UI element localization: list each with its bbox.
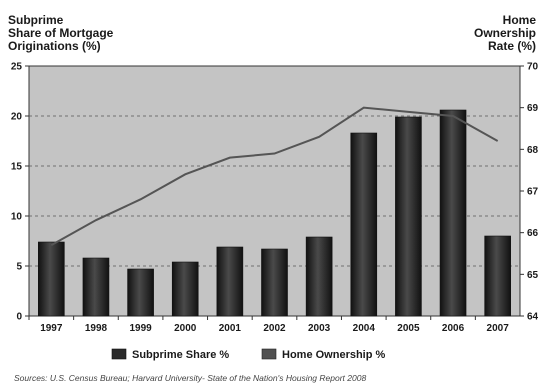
- bar: [350, 132, 378, 317]
- legend-bar-swatch: [111, 348, 127, 360]
- x-tick-label: 2004: [353, 323, 376, 334]
- x-tick-label: 2007: [487, 323, 510, 334]
- x-tick-label: 1997: [40, 323, 63, 334]
- right-axis-title-line: Home: [502, 13, 536, 27]
- source-note: Sources: U.S. Census Bureau; Harvard Uni…: [14, 373, 367, 383]
- bar: [127, 268, 154, 317]
- right-axis-title-line: Rate (%): [487, 39, 536, 53]
- axes: 0 5 10 15 20 25 64 65 66 67 68 69 70 1997 1998 1999 2000…: [11, 62, 539, 335]
- bar: [395, 116, 422, 317]
- legend-line-swatch: [261, 348, 277, 360]
- right-tick-label: 68: [527, 145, 539, 156]
- left-tick-label: 5: [16, 262, 22, 273]
- left-axis-title: Subprime Share of Mortgage Originations …: [8, 14, 148, 53]
- legend: Subprime Share % Home Ownership %: [111, 348, 386, 361]
- left-tick-label: 0: [16, 312, 22, 323]
- left-tick-label: 20: [11, 112, 23, 123]
- right-tick-label: 70: [527, 62, 539, 73]
- left-tick-label: 15: [11, 162, 23, 173]
- right-axis-title-line: Ownership: [473, 26, 536, 40]
- bar: [38, 241, 65, 317]
- bar-series: [38, 109, 511, 317]
- left-tick-label: 10: [11, 212, 23, 223]
- left-axis-title-line: Share of Mortgage: [8, 26, 114, 40]
- x-tick-label: 2002: [263, 323, 286, 334]
- bar: [216, 246, 244, 317]
- left-axis-title-line: Subprime: [8, 13, 64, 27]
- x-tick-label: 1998: [85, 323, 108, 334]
- right-tick-label: 69: [527, 103, 539, 114]
- right-tick-label: 66: [527, 228, 539, 239]
- x-tick-label: 2003: [308, 323, 331, 334]
- x-tick-label: 2005: [397, 323, 420, 334]
- legend-bar-label: Subprime Share %: [132, 349, 229, 361]
- right-tick-label: 67: [527, 187, 539, 198]
- x-tick-label: 1999: [129, 323, 152, 334]
- bar: [261, 248, 288, 317]
- left-tick-label: 25: [11, 62, 23, 73]
- gridlines: [29, 115, 520, 267]
- bar: [171, 261, 199, 317]
- bar: [305, 236, 333, 317]
- x-tick-label: 2006: [442, 323, 465, 334]
- right-tick-label: 65: [527, 270, 539, 281]
- bar: [484, 235, 511, 317]
- legend-line-label: Home Ownership %: [282, 349, 386, 361]
- left-axis-title-line: Originations (%): [8, 39, 101, 53]
- right-axis-title: Home Ownership Rate (%): [456, 14, 536, 53]
- x-tick-label: 2001: [219, 323, 242, 334]
- bar: [439, 109, 467, 317]
- bar: [82, 257, 110, 317]
- x-tick-label: 2000: [174, 323, 197, 334]
- right-tick-label: 64: [527, 312, 539, 323]
- line-series: [50, 106, 499, 247]
